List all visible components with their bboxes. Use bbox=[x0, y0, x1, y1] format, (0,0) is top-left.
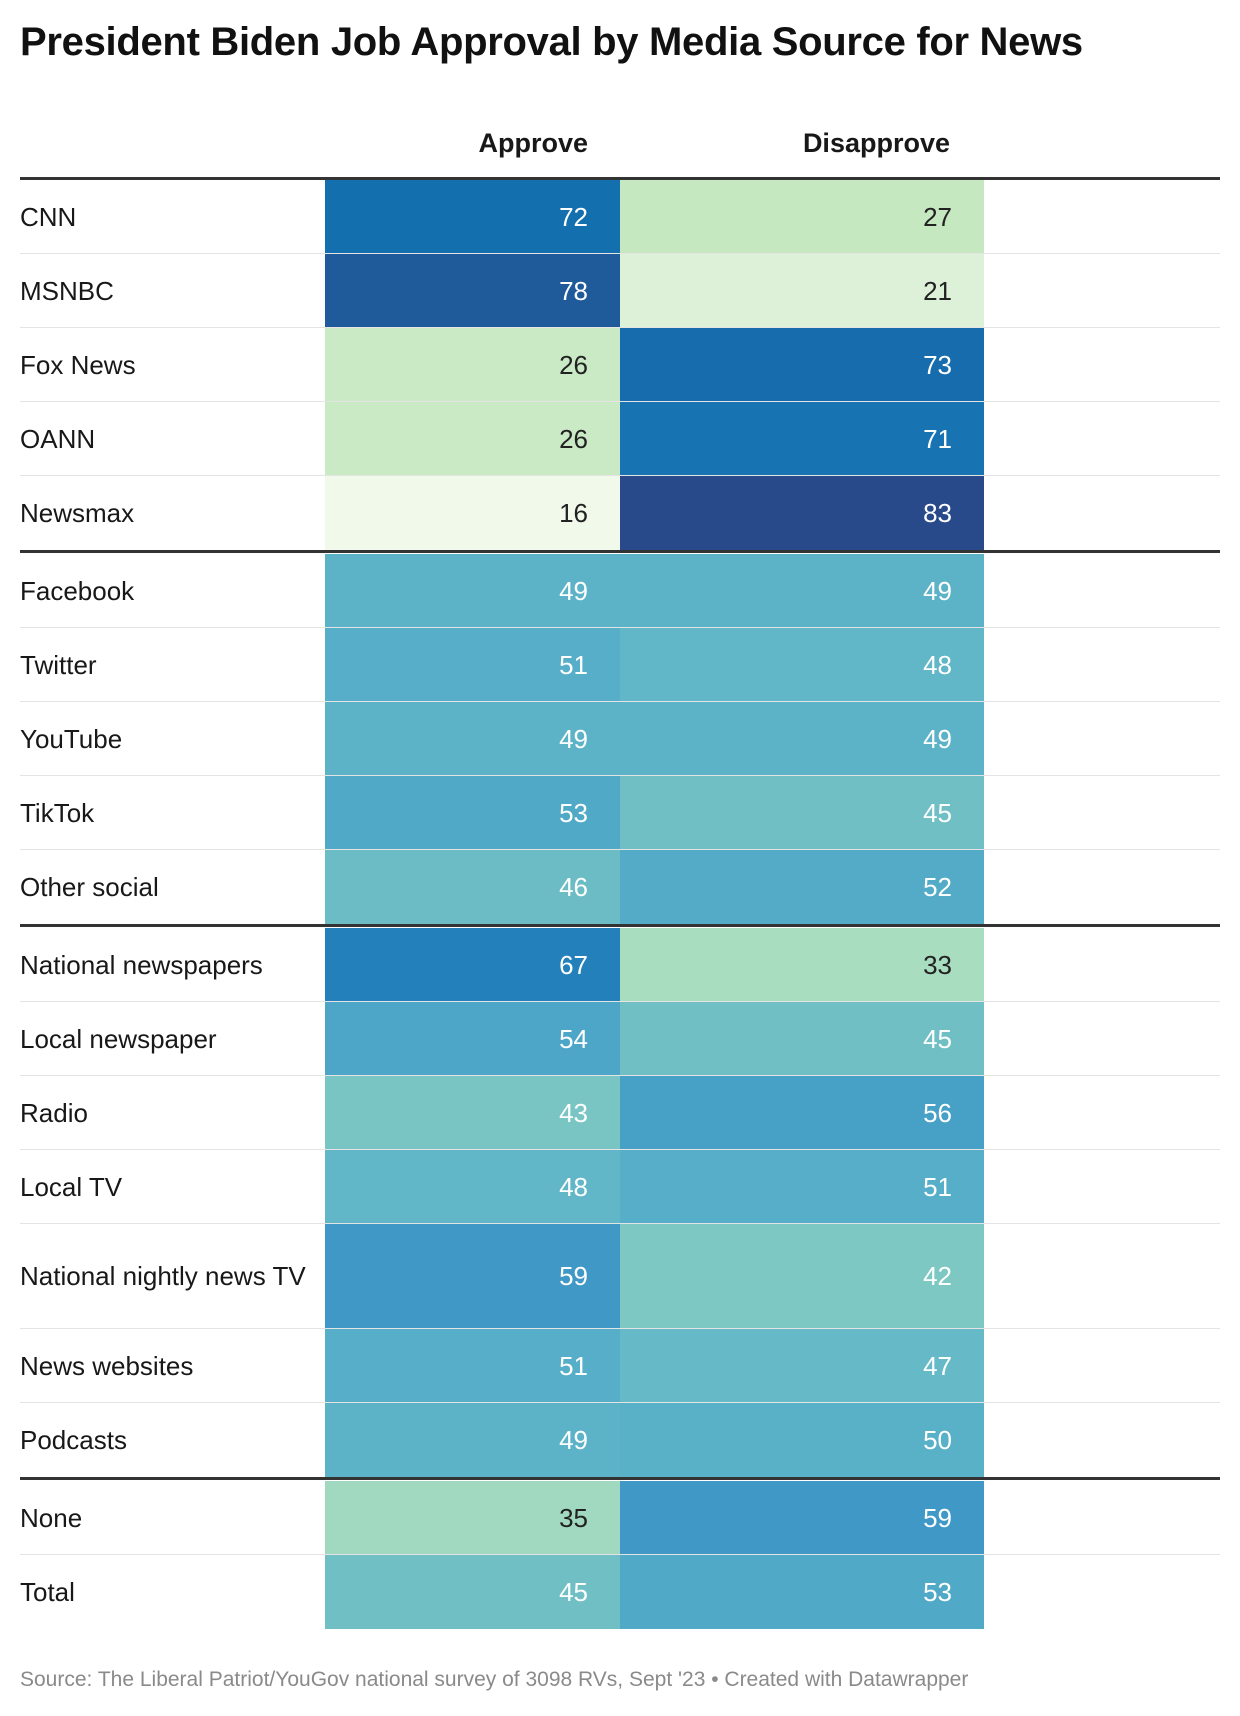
table-row: National nightly news TV 59 42 bbox=[20, 1224, 1220, 1329]
source-note: Source: The Liberal Patriot/YouGov natio… bbox=[20, 1668, 969, 1691]
disapprove-cell: 73 bbox=[620, 328, 984, 402]
table-row: MSNBC 78 21 bbox=[20, 254, 1220, 328]
approve-cell: 51 bbox=[325, 628, 620, 702]
table-row: News websites 51 47 bbox=[20, 1329, 1220, 1403]
table-row: OANN 26 71 bbox=[20, 402, 1220, 476]
disapprove-cell: 49 bbox=[620, 702, 984, 776]
chart-title: President Biden Job Approval by Media So… bbox=[20, 20, 1083, 64]
row-label: CNN bbox=[20, 201, 77, 232]
row-label: Other social bbox=[20, 871, 159, 902]
row-separator bbox=[20, 401, 1220, 402]
approve-cell: 78 bbox=[325, 254, 620, 328]
approve-cell: 54 bbox=[325, 1002, 620, 1076]
row-label: Total bbox=[20, 1576, 75, 1607]
table-row: Newsmax 16 83 bbox=[20, 476, 1220, 550]
approve-cell: 49 bbox=[325, 1403, 620, 1477]
column-header-disapprove: Disapprove bbox=[802, 128, 950, 158]
row-separator bbox=[20, 1554, 1220, 1555]
approve-cell: 26 bbox=[325, 328, 620, 402]
disapprove-cell: 53 bbox=[620, 1555, 984, 1629]
table-row: TikTok 53 45 bbox=[20, 776, 1220, 850]
approve-cell: 53 bbox=[325, 776, 620, 850]
row-label: Local TV bbox=[20, 1171, 123, 1202]
row-label: Podcasts bbox=[20, 1424, 127, 1455]
disapprove-cell: 45 bbox=[620, 776, 984, 850]
row-label: Fox News bbox=[20, 349, 136, 380]
disapprove-cell: 27 bbox=[620, 180, 984, 254]
approve-cell: 48 bbox=[325, 1150, 620, 1224]
approve-cell: 26 bbox=[325, 402, 620, 476]
table-row: Podcasts 49 50 bbox=[20, 1403, 1220, 1477]
row-label: TikTok bbox=[20, 797, 95, 828]
approve-cell: 72 bbox=[325, 180, 620, 254]
approve-cell: 45 bbox=[325, 1555, 620, 1629]
row-label: Twitter bbox=[20, 649, 97, 680]
table-row: Fox News 26 73 bbox=[20, 328, 1220, 402]
row-label: None bbox=[20, 1502, 83, 1533]
row-label: News websites bbox=[20, 1350, 194, 1381]
disapprove-cell: 52 bbox=[620, 850, 984, 924]
disapprove-cell: 42 bbox=[620, 1224, 984, 1329]
table-row: Radio 43 56 bbox=[20, 1076, 1220, 1150]
row-label: YouTube bbox=[20, 723, 123, 754]
row-label: Local newspaper bbox=[20, 1023, 217, 1054]
row-separator bbox=[20, 1149, 1220, 1150]
disapprove-cell: 45 bbox=[620, 1002, 984, 1076]
row-label: National newspapers bbox=[20, 949, 263, 980]
row-separator bbox=[20, 849, 1220, 850]
table-row: Total 45 53 bbox=[20, 1555, 1220, 1629]
row-separator bbox=[20, 475, 1220, 476]
table-row: Other social 46 52 bbox=[20, 850, 1220, 924]
row-label: Facebook bbox=[20, 575, 135, 606]
approve-cell: 49 bbox=[325, 702, 620, 776]
table-row: Local newspaper 54 45 bbox=[20, 1002, 1220, 1076]
table-row: Local TV 48 51 bbox=[20, 1150, 1220, 1224]
approve-cell: 49 bbox=[325, 554, 620, 628]
row-label: Radio bbox=[20, 1097, 88, 1128]
disapprove-cell: 50 bbox=[620, 1403, 984, 1477]
row-label: MSNBC bbox=[20, 275, 114, 306]
approve-cell: 59 bbox=[325, 1224, 620, 1329]
approve-cell: 43 bbox=[325, 1076, 620, 1150]
disapprove-cell: 71 bbox=[620, 402, 984, 476]
disapprove-cell: 49 bbox=[620, 554, 984, 628]
row-separator bbox=[20, 327, 1220, 328]
table-row: Facebook 49 49 bbox=[20, 554, 1220, 628]
disapprove-cell: 33 bbox=[620, 928, 984, 1002]
group-divider bbox=[20, 924, 1220, 927]
column-header-approve: Approve bbox=[478, 128, 588, 158]
group-divider bbox=[20, 550, 1220, 553]
group-divider bbox=[20, 1477, 1220, 1480]
table-row: CNN 72 27 bbox=[20, 180, 1220, 254]
disapprove-cell: 21 bbox=[620, 254, 984, 328]
header-rule bbox=[20, 177, 1220, 180]
table-row: National newspapers 67 33 bbox=[20, 928, 1220, 1002]
row-label: Newsmax bbox=[20, 497, 135, 528]
disapprove-cell: 56 bbox=[620, 1076, 984, 1150]
disapprove-cell: 59 bbox=[620, 1481, 984, 1555]
disapprove-cell: 83 bbox=[620, 476, 984, 550]
disapprove-cell: 48 bbox=[620, 628, 984, 702]
row-separator bbox=[20, 1328, 1220, 1329]
row-separator bbox=[20, 701, 1220, 702]
approve-cell: 67 bbox=[325, 928, 620, 1002]
approve-cell: 46 bbox=[325, 850, 620, 924]
approve-cell: 35 bbox=[325, 1481, 620, 1555]
row-separator bbox=[20, 1075, 1220, 1076]
row-separator bbox=[20, 1402, 1220, 1403]
row-separator bbox=[20, 1001, 1220, 1002]
disapprove-cell: 51 bbox=[620, 1150, 984, 1224]
row-separator bbox=[20, 253, 1220, 254]
row-separator bbox=[20, 1223, 1220, 1224]
row-label: National nightly news TV bbox=[20, 1261, 306, 1291]
table-row: YouTube 49 49 bbox=[20, 702, 1220, 776]
approve-cell: 51 bbox=[325, 1329, 620, 1403]
table-row: Twitter 51 48 bbox=[20, 628, 1220, 702]
row-separator bbox=[20, 775, 1220, 776]
row-separator bbox=[20, 627, 1220, 628]
disapprove-cell: 47 bbox=[620, 1329, 984, 1403]
approve-cell: 16 bbox=[325, 476, 620, 550]
row-label: OANN bbox=[20, 423, 96, 454]
table-row: None 35 59 bbox=[20, 1481, 1220, 1555]
